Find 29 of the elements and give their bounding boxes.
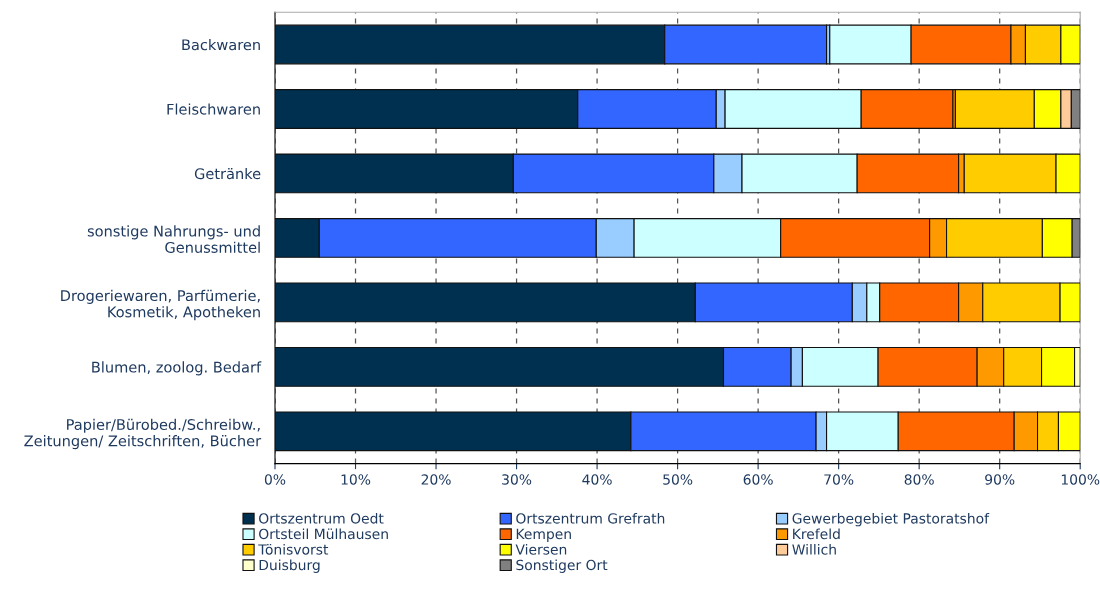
y-tick-label: Drogeriewaren, Parfümerie, Kosmetik, Apotheken <box>61 289 260 321</box>
x-tick-label: 80% <box>904 474 934 485</box>
x-tick-label: 90% <box>985 474 1015 485</box>
x-tick-label: 20% <box>421 474 451 485</box>
x-tick-label: 30% <box>502 474 532 485</box>
legend-label: Duisburg <box>259 559 320 573</box>
x-tick-label: 10% <box>341 474 371 485</box>
x-tick-label: 0% <box>264 474 286 485</box>
legend-label: Gewerbegebiet Pastoratshof <box>792 512 990 527</box>
legend-label: Willich <box>792 543 836 555</box>
x-tick-label: 60% <box>743 474 773 485</box>
x-tick-label: 100% <box>1061 474 1100 485</box>
legend-label: Krefeld <box>793 528 840 540</box>
x-tick-label: 70% <box>824 474 854 485</box>
legend-label: Ortszentrum Oedt <box>259 512 384 524</box>
x-tick-label: 50% <box>663 474 693 485</box>
y-tick-label: Blumen, zoolog. Bedarf <box>92 361 262 376</box>
y-tick-label: Getränke <box>194 167 261 180</box>
legend-label: Ortszentrum Grefrath <box>516 512 665 524</box>
y-tick-label: Backwaren <box>182 38 260 51</box>
y-tick-label: sonstige Nahrungs- und Genussmittel <box>87 225 260 253</box>
legend-label: Viersen <box>515 543 567 555</box>
legend-label: Sonstiger Ort <box>516 559 608 573</box>
legend-label: Ortsteil Mülhausen <box>259 528 388 540</box>
y-tick-label: Papier/Bürobed./Schreibw., Zeitungen/ Zeitschriften, Bücher <box>24 418 262 450</box>
y-tick-label: Fleischwaren <box>167 103 260 115</box>
legend-label: Tönisvorst <box>258 543 329 555</box>
legend-label: Kempen <box>516 528 571 542</box>
x-tick-label: 40% <box>582 474 612 485</box>
